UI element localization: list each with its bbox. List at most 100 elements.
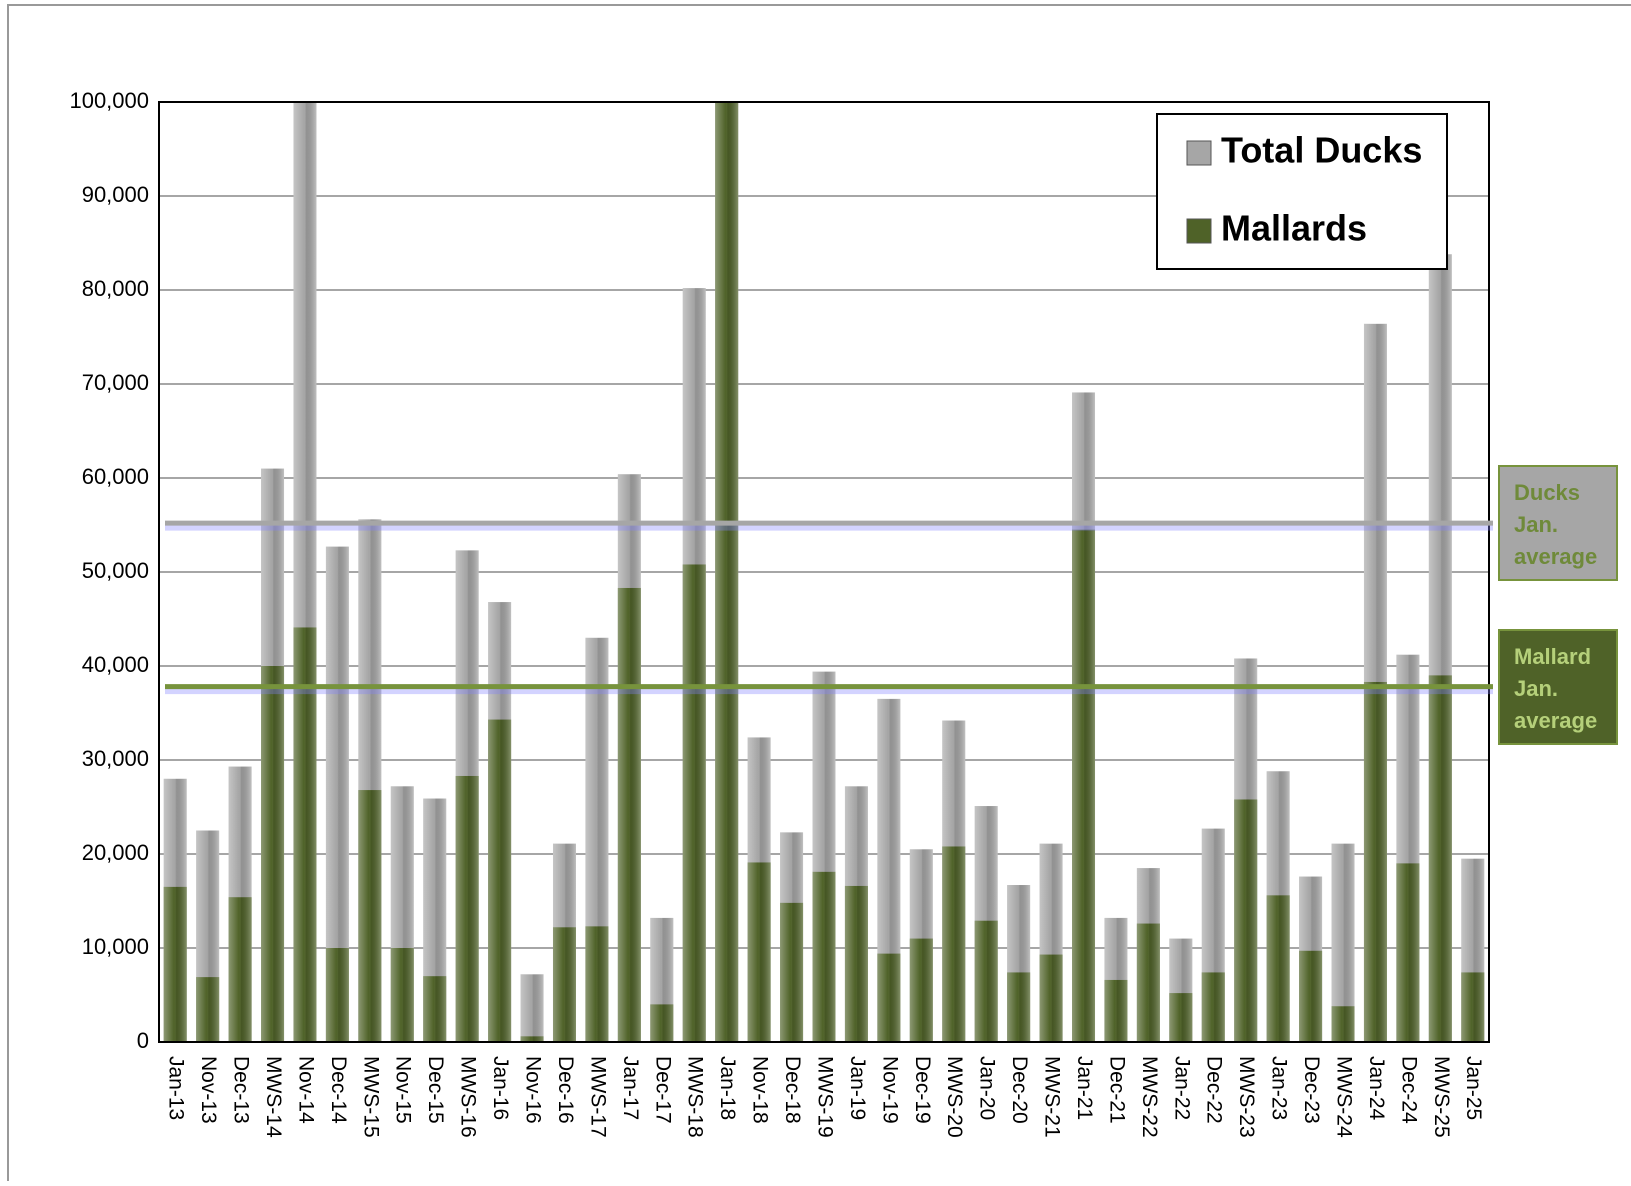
bar (1396, 863, 1420, 1042)
x-tick-label: MWS-20 (943, 1056, 966, 1138)
bar (423, 976, 447, 1042)
x-tick-label: Nov-13 (197, 1056, 220, 1124)
y-tick-label: 40,000 (82, 652, 149, 677)
y-tick-label: 80,000 (82, 276, 149, 301)
x-tick-label: Jan-17 (619, 1056, 642, 1120)
bar (1363, 681, 1387, 1042)
bar (261, 666, 285, 1042)
bar (228, 897, 252, 1042)
legend-swatch (1186, 218, 1212, 244)
x-tick-label: MWS-16 (457, 1056, 480, 1138)
x-tick-label: Jan-22 (1170, 1056, 1193, 1120)
bar (358, 790, 382, 1042)
bar (650, 1004, 674, 1042)
bar (163, 886, 187, 1042)
x-tick-label: MWS-14 (262, 1056, 285, 1138)
bar (780, 902, 804, 1042)
x-tick-label: MWS-18 (684, 1056, 707, 1138)
y-tick-label: 90,000 (82, 182, 149, 207)
bar (909, 938, 933, 1042)
reference-note: Mallard Jan. average (1498, 628, 1618, 745)
x-tick-label: Nov-19 (878, 1056, 901, 1124)
x-tick-label: Dec-13 (230, 1056, 253, 1124)
bar (682, 564, 706, 1042)
x-tick-label: Dec-20 (1008, 1056, 1031, 1124)
x-tick-label: Nov-18 (749, 1056, 772, 1124)
x-tick-label: Jan-20 (976, 1056, 999, 1120)
y-tick-label: 0 (137, 1028, 149, 1053)
x-tick-label: Dec-23 (1300, 1056, 1323, 1124)
bar (1104, 979, 1128, 1042)
x-tick-label: Dec-22 (1203, 1056, 1226, 1124)
x-tick-label: Dec-16 (554, 1056, 577, 1124)
bar (1136, 923, 1160, 1042)
plot-border (158, 101, 1490, 1043)
x-tick-label: Jan-13 (165, 1056, 188, 1120)
bar (844, 885, 868, 1042)
bar (1331, 1006, 1355, 1042)
bar (520, 974, 544, 1042)
x-tick-label: MWS-19 (813, 1056, 836, 1138)
legend-label: Total Ducks (1221, 130, 1422, 171)
x-tick-label: MWS-15 (359, 1056, 382, 1138)
x-tick-label: Dec-19 (911, 1056, 934, 1124)
x-tick-label: Jan-23 (1268, 1056, 1291, 1120)
x-tick-label: Dec-24 (1397, 1056, 1420, 1124)
bar (747, 862, 771, 1042)
bar (1007, 972, 1031, 1042)
bar (715, 102, 739, 1042)
legend-label: Mallards (1221, 208, 1367, 249)
chart-frame (7, 4, 1631, 1186)
y-tick-label: 60,000 (82, 464, 149, 489)
x-tick-label: Jan-24 (1365, 1056, 1388, 1121)
x-tick-label: Dec-17 (651, 1056, 674, 1124)
legend-swatch (1186, 140, 1212, 166)
bar (1234, 799, 1258, 1042)
x-tick-label: MWS-21 (1041, 1056, 1064, 1138)
reference-note: Ducks Jan. average (1498, 465, 1618, 582)
x-tick-label: MWS-17 (586, 1056, 609, 1138)
bar (1072, 529, 1096, 1042)
x-tick-label: Jan-18 (716, 1056, 739, 1120)
x-tick-label: MWS-22 (1138, 1056, 1161, 1138)
bar (1428, 675, 1452, 1042)
x-tick-label: Dec-18 (781, 1056, 804, 1124)
x-tick-label: Nov-14 (294, 1056, 317, 1124)
bar (455, 775, 479, 1042)
bar (812, 871, 836, 1042)
x-tick-label: MWS-23 (1235, 1056, 1258, 1138)
x-tick-label: Nov-16 (522, 1056, 545, 1124)
x-tick-label: MWS-24 (1332, 1056, 1355, 1138)
bar (974, 920, 998, 1042)
bar (1039, 954, 1063, 1042)
bar (552, 927, 576, 1042)
bar (1169, 993, 1193, 1042)
bar (1461, 972, 1485, 1042)
y-tick-label: 10,000 (82, 934, 149, 959)
x-tick-label: Jan-25 (1462, 1056, 1485, 1120)
bar (1266, 895, 1290, 1042)
bar (196, 977, 220, 1042)
x-tick-label: MWS-25 (1430, 1056, 1453, 1138)
y-tick-label: 50,000 (82, 558, 149, 583)
x-tick-label: Dec-14 (327, 1056, 350, 1124)
y-tick-label: 100,000 (69, 88, 149, 113)
y-tick-label: 30,000 (82, 746, 149, 771)
x-tick-label: Jan-19 (846, 1056, 869, 1120)
bar (1299, 950, 1323, 1042)
bar (325, 948, 349, 1042)
bar (617, 587, 641, 1042)
bar (488, 719, 512, 1042)
y-tick-label: 20,000 (82, 840, 149, 865)
bar (877, 953, 901, 1042)
bar (942, 846, 966, 1042)
bar (390, 948, 414, 1042)
bar (585, 926, 609, 1042)
x-tick-label: Jan-16 (489, 1056, 512, 1120)
x-tick-label: Jan-21 (1073, 1056, 1096, 1120)
x-tick-label: Dec-21 (1105, 1056, 1128, 1124)
y-tick-label: 70,000 (82, 370, 149, 395)
x-tick-label: Dec-15 (424, 1056, 447, 1124)
